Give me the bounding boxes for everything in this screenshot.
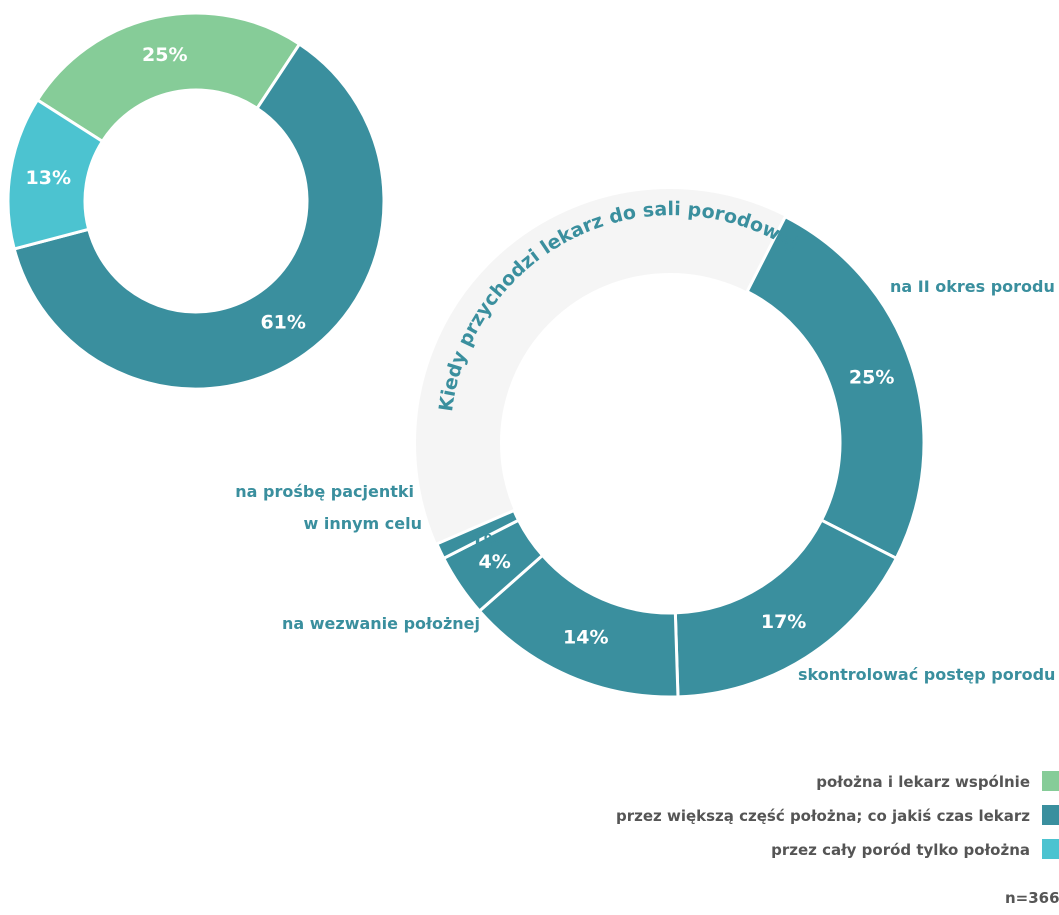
donut2-value-label: 14%: [563, 627, 608, 649]
donut1-value-label: 25%: [142, 44, 187, 66]
legend-label-przez-caly-porod-tylko-polozna: przez cały poród tylko położna: [771, 841, 1030, 859]
legend-swatch: [1042, 771, 1059, 791]
legend: położna i lekarz wspólnie przez większą c…: [616, 771, 1059, 859]
donut1-slice-polozna-i-lekarz-wspolnie: [35, 11, 302, 144]
donut-chart-doctor-visit: 25% 17% 14% 4%1%: [416, 189, 926, 699]
legend-swatch: [1042, 839, 1059, 859]
category-label-w-innym-celu: w innym celu: [304, 514, 423, 533]
donut1-value-label: 13%: [26, 167, 71, 189]
legend-swatch: [1042, 805, 1059, 825]
donut2-value-label: 1%: [471, 530, 503, 552]
donut2-value-label: 4%: [479, 551, 511, 573]
category-label-skontrolowac-postep-porodu: skontrolować postęp porodu: [798, 665, 1055, 684]
category-labels: na II okres porodu skontrolować postęp po…: [235, 277, 1055, 684]
category-label-na-prosbe-pacjentki: na prośbę pacjentki: [235, 482, 414, 501]
donut1-value-label: 61%: [260, 311, 305, 333]
donut2-value-label: 17%: [761, 611, 806, 633]
category-label-na-wezwanie-poloznej: na wezwanie położnej: [282, 614, 480, 633]
donut2-slice-na-ii-okres-porodu: [745, 214, 926, 561]
donut2-value-label: 25%: [849, 366, 894, 388]
category-label-na-ii-okres-porodu: na II okres porodu: [890, 277, 1055, 296]
donut1-slice-przez-wieksza-czesc-polozna-co-jakis-czas-lekarz: [12, 41, 386, 391]
donut2-slice-na-prosbe-pacjentki: [434, 508, 521, 561]
sample-size: n=366: [1005, 889, 1059, 907]
legend-label-polozna-i-lekarz-wspolnie: położna i lekarz wspólnie: [816, 773, 1030, 791]
legend-label-przez-wieksza-czesc-polozna-co-jakis-czas-lekarz: przez większą część położna; co jakiś cz…: [616, 807, 1030, 825]
donut-chart-care: 25% 61% 13%: [6, 11, 386, 391]
donut1-slice-przez-caly-porod-tylko-polozna: [6, 97, 105, 251]
